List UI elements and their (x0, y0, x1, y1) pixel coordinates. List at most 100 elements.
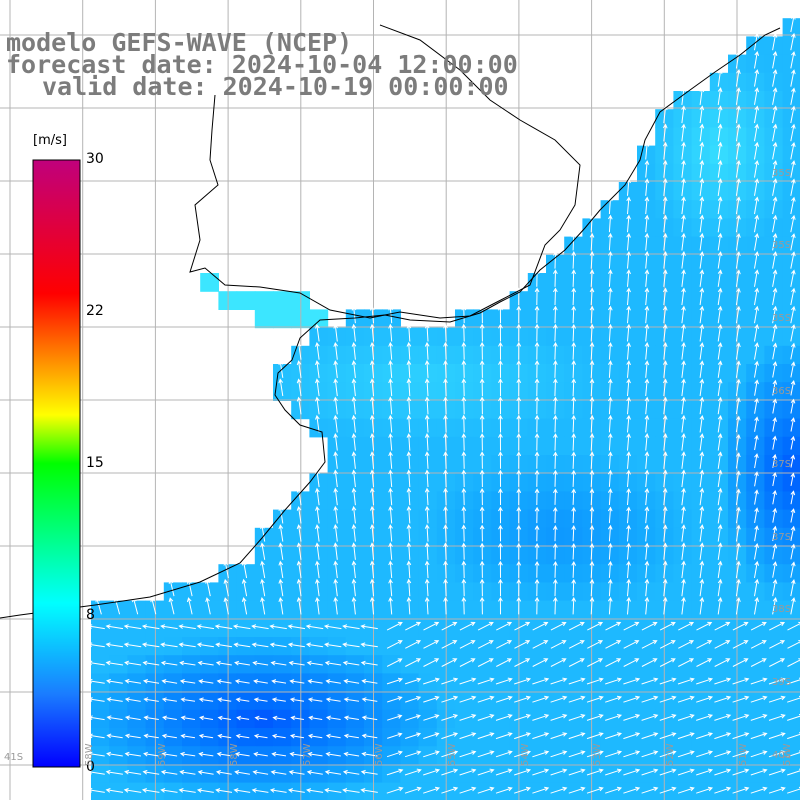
wind-arrow (607, 360, 613, 378)
wind-arrow (626, 287, 631, 306)
wind-arrow (717, 68, 723, 87)
wind-arrow (790, 233, 796, 251)
wind-arrow (735, 196, 741, 215)
wind-arrow (754, 69, 760, 87)
wind-arrow (216, 751, 232, 757)
wind-arrow (644, 524, 650, 542)
wind-arrow (571, 596, 577, 615)
wind-arrow (534, 578, 540, 597)
wind-arrow (626, 414, 631, 433)
wind-arrow (333, 596, 339, 615)
wind-arrow (605, 732, 623, 740)
wind-arrow (586, 786, 604, 794)
wind-arrow (388, 360, 393, 378)
wind-arrow (717, 433, 723, 451)
wind-arrow (443, 396, 448, 415)
wind-arrow (699, 323, 705, 342)
wind-arrow (681, 87, 686, 105)
wind-arrow (406, 414, 412, 433)
wind-arrow (790, 287, 796, 306)
wind-arrow (571, 469, 577, 487)
wind-arrow (351, 505, 357, 524)
wind-arrow (479, 487, 485, 506)
wind-arrow (605, 786, 623, 794)
wind-arrow (532, 621, 549, 631)
wind-arrow (498, 305, 503, 324)
wind-arrow (735, 251, 741, 269)
wind-arrow (404, 677, 422, 685)
wind-arrow (754, 360, 759, 378)
wind-arrow (772, 398, 778, 414)
lon-label: 58W (84, 743, 95, 766)
wind-arrow (477, 621, 494, 631)
wind-arrow (735, 397, 741, 415)
wind-arrow (495, 677, 513, 685)
wind-arrow (424, 469, 430, 488)
wind-arrow (252, 660, 269, 666)
wind-arrow (443, 524, 448, 542)
wind-arrow (717, 487, 723, 506)
wind-arrow (772, 214, 778, 233)
wind-arrow (772, 507, 778, 523)
wind-arrow (681, 596, 686, 615)
wind-arrow (699, 542, 705, 560)
wind-arrow (160, 769, 178, 775)
wind-arrow (160, 660, 178, 666)
wind-arrow (790, 324, 796, 342)
wind-arrow (714, 658, 731, 667)
wind-arrow (253, 697, 268, 703)
wind-arrow (790, 178, 796, 196)
wind-arrow (571, 506, 576, 524)
wind-arrow (589, 287, 595, 306)
wind-arrow (306, 788, 324, 793)
wind-arrow (443, 341, 448, 360)
lat-label: 41S (4, 752, 24, 763)
wind-arrow (498, 578, 503, 597)
wind-arrow (443, 469, 448, 488)
wind-arrow (717, 378, 723, 397)
wind-arrow (254, 715, 268, 721)
wind-arrow (361, 678, 378, 684)
wind-arrow (644, 506, 650, 524)
wind-arrow (477, 768, 495, 776)
wind-arrow (662, 287, 668, 306)
wind-arrow (369, 360, 375, 378)
wind-arrow (552, 596, 558, 615)
wind-arrow (315, 578, 320, 597)
wind-arrow (568, 786, 586, 794)
wind-arrow (369, 433, 375, 451)
lon-label: 51W (738, 743, 749, 766)
wind-arrow (251, 642, 269, 648)
wind-arrow (269, 788, 287, 793)
wind-arrow (443, 360, 448, 378)
wind-arrow (315, 396, 320, 415)
wind-arrow (333, 360, 339, 378)
wind-arrow (405, 696, 422, 703)
wind-arrow (351, 560, 357, 579)
wind-arrow (534, 396, 540, 415)
wind-arrow (790, 525, 796, 541)
wind-arrow (699, 251, 705, 269)
wind-arrow (626, 488, 631, 506)
wind-arrow (333, 578, 339, 597)
wind-arrow (607, 506, 613, 524)
wind-arrow (696, 658, 713, 667)
wind-arrow (479, 378, 485, 397)
wind-arrow (696, 621, 713, 631)
wind-arrow (552, 251, 558, 269)
wind-arrow (534, 560, 540, 578)
wind-arrow (790, 543, 796, 560)
wind-arrow (732, 732, 750, 740)
wind-arrow (659, 732, 677, 740)
wind-arrow (607, 232, 613, 251)
wind-arrow (369, 505, 375, 524)
wind-arrow (662, 542, 668, 560)
wind-arrow (699, 141, 705, 160)
wind-arrow (644, 433, 650, 451)
wind-arrow (369, 542, 375, 560)
wind-arrow (516, 542, 522, 560)
lon-label: 52W (665, 743, 676, 766)
wind-arrow (260, 524, 266, 542)
wind-arrow (516, 506, 522, 524)
wind-arrow (333, 451, 339, 469)
